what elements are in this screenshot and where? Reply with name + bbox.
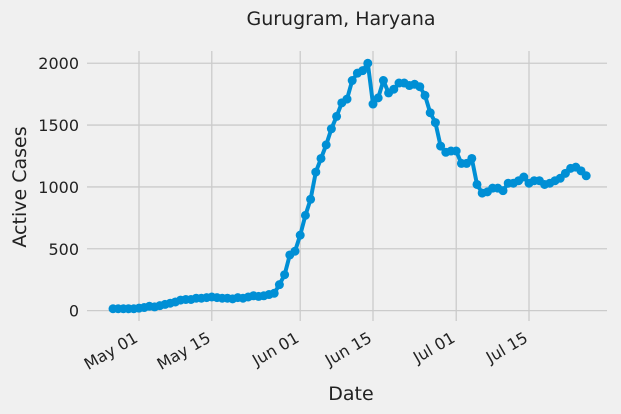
x-tick-label: Jun 01 (248, 328, 302, 370)
y-tick-label: 1500 (38, 116, 79, 135)
marker (430, 118, 440, 128)
x-tick-label: Jul 01 (409, 328, 458, 367)
y-tick-label: 500 (48, 240, 79, 259)
marker (306, 194, 316, 204)
y-axis-label: Active Cases (9, 126, 31, 247)
marker (467, 153, 477, 163)
marker (332, 111, 342, 121)
y-tick-label: 0 (69, 302, 79, 321)
x-tick-label: Jun 15 (321, 328, 375, 370)
marker (358, 66, 368, 76)
x-tick-label: May 01 (81, 328, 141, 374)
marker (280, 270, 290, 280)
marker (420, 90, 430, 100)
marker (389, 84, 399, 94)
marker (300, 210, 310, 220)
marker (373, 93, 383, 103)
marker (347, 76, 357, 86)
marker (519, 172, 529, 182)
marker (425, 108, 435, 118)
chart-title: Gurugram, Haryana (246, 8, 435, 30)
marker (290, 246, 300, 256)
marker (316, 153, 326, 163)
marker (363, 58, 373, 68)
marker (378, 76, 388, 86)
marker (498, 186, 508, 196)
marker (274, 280, 284, 290)
marker (451, 146, 461, 156)
y-tick-label: 2000 (38, 54, 79, 73)
marker (415, 82, 425, 92)
marker (311, 167, 321, 177)
marker (269, 288, 279, 298)
y-tick-label: 1000 (38, 178, 79, 197)
x-tick-label: May 15 (154, 328, 214, 374)
marker (326, 124, 336, 134)
x-axis-label: Date (328, 383, 373, 405)
marker (472, 179, 482, 189)
marker (436, 141, 446, 151)
marker (581, 171, 591, 181)
x-tick-label: Jul 15 (482, 328, 531, 367)
marker (295, 230, 305, 240)
marker (368, 99, 378, 109)
marker (321, 140, 331, 150)
marker (342, 94, 352, 104)
